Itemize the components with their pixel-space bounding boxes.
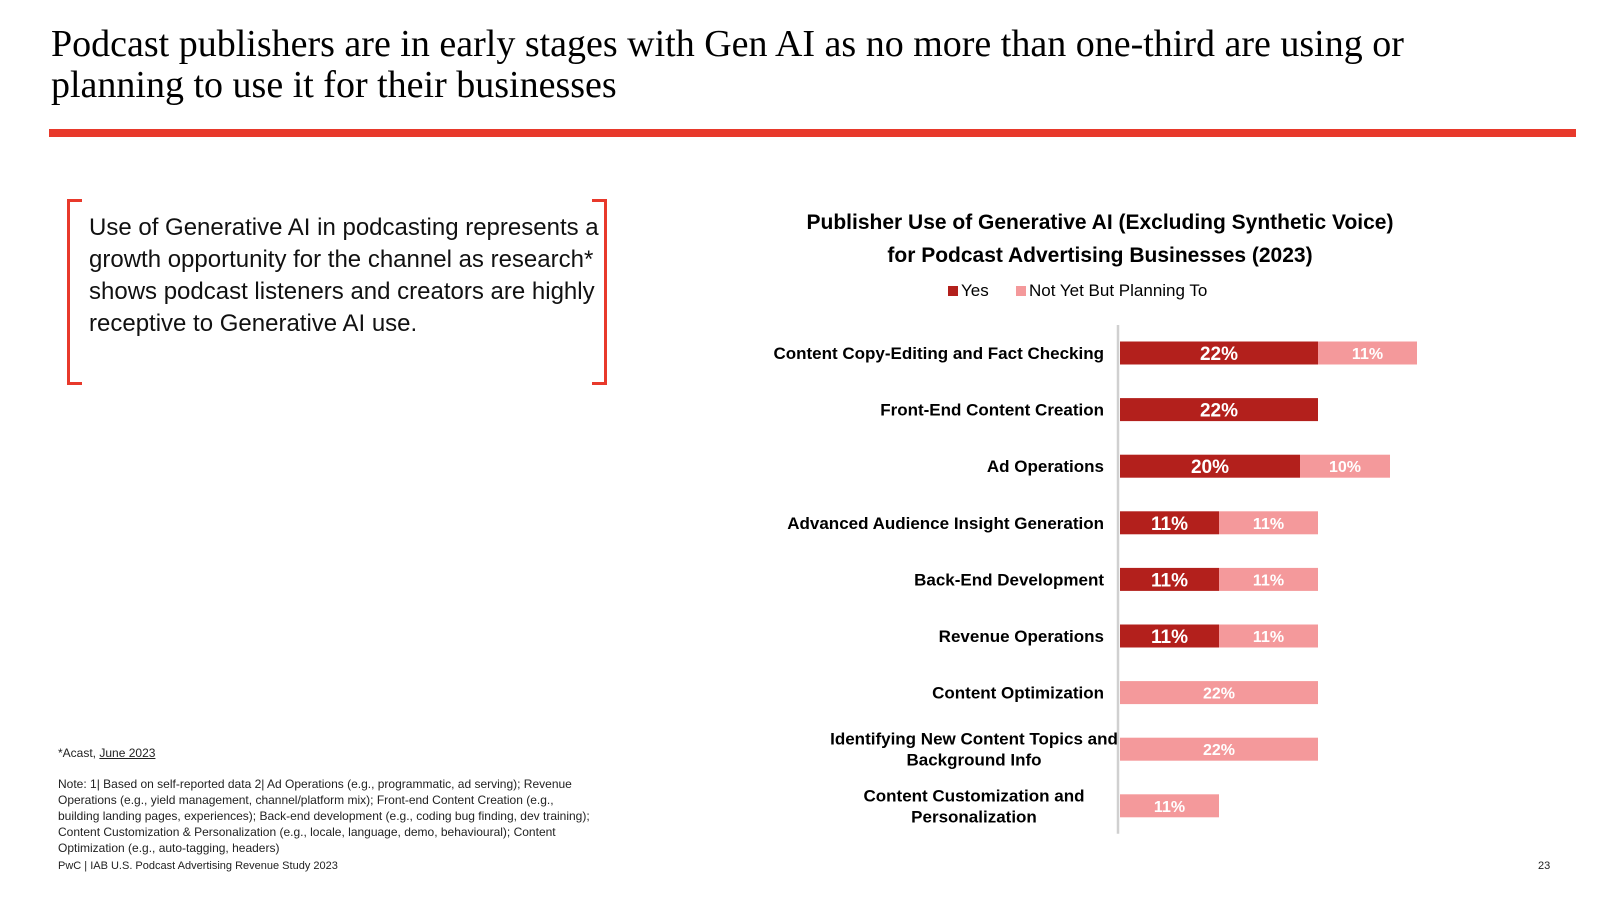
- bar-chart: Yes Not Yet But Planning To Content Copy-E…: [773, 281, 1417, 834]
- callout-text: Use of Generative AI in podcasting repre…: [89, 214, 599, 337]
- data-label-yes: 20%: [1191, 457, 1229, 478]
- data-label-planning: 11%: [1253, 629, 1284, 646]
- data-label-planning: 11%: [1253, 572, 1284, 589]
- category-label: Revenue Operations: [939, 627, 1104, 646]
- category-label: Content Optimization: [932, 684, 1104, 703]
- bar-planning: [1120, 737, 1318, 761]
- bar-yes: [1120, 341, 1318, 365]
- category-label: Back-End Development: [914, 570, 1104, 589]
- category-label: Content Copy-Editing and Fact Checking: [773, 344, 1104, 363]
- source-prefix: *Acast,: [58, 746, 100, 760]
- bar-yes: [1120, 624, 1219, 648]
- data-label-yes: 22%: [1200, 401, 1238, 422]
- data-label-planning: 22%: [1203, 742, 1235, 759]
- title-rule: [49, 129, 1576, 137]
- footnote-source: *Acast, June 2023: [58, 746, 155, 760]
- chart-title: Publisher Use of Generative AI (Excludin…: [720, 206, 1480, 272]
- bar-yes: [1120, 398, 1318, 422]
- bar-yes: [1120, 454, 1300, 478]
- legend-label-planning: Not Yet But Planning To: [1029, 281, 1207, 300]
- source-link[interactable]: June 2023: [99, 746, 156, 760]
- category-label: Personalization: [911, 807, 1037, 826]
- chart-title-line-2: for Podcast Advertising Businesses (2023…: [887, 244, 1313, 267]
- category-label: Advanced Audience Insight Generation: [787, 514, 1104, 533]
- callout-bracket-right: [592, 199, 607, 385]
- bar-planning: [1120, 794, 1219, 818]
- category-label: Background Info: [906, 751, 1041, 770]
- footer-text: PwC | IAB U.S. Podcast Advertising Reven…: [58, 860, 338, 872]
- slide-title: Podcast publishers are in early stages w…: [51, 23, 1404, 106]
- data-label-planning: 11%: [1352, 346, 1383, 363]
- category-label: Content Customization and: [864, 786, 1085, 805]
- bar-planning: [1120, 681, 1318, 705]
- bar-planning: [1219, 511, 1318, 535]
- callout-box: Use of Generative AI in podcasting repre…: [67, 199, 607, 385]
- category-label: Ad Operations: [987, 457, 1104, 476]
- footnote-note: Note: 1| Based on self-reported data 2| …: [58, 777, 590, 855]
- bar-planning: [1219, 624, 1318, 648]
- data-label-yes: 11%: [1151, 627, 1188, 648]
- bar-planning: [1318, 341, 1417, 365]
- category-label: Identifying New Content Topics and: [830, 730, 1118, 749]
- page-number: 23: [1538, 860, 1551, 872]
- data-label-planning: 22%: [1203, 686, 1235, 703]
- bar-planning: [1300, 454, 1390, 478]
- legend-swatch-planning: [1016, 286, 1026, 296]
- bar-yes: [1120, 511, 1219, 535]
- bar-planning: [1219, 567, 1318, 591]
- legend-swatch-yes: [948, 286, 958, 296]
- bar-yes: [1120, 567, 1219, 591]
- data-label-yes: 22%: [1200, 344, 1238, 365]
- data-label-yes: 11%: [1151, 570, 1188, 591]
- callout-bracket-left: [67, 199, 82, 385]
- data-label-planning: 11%: [1154, 799, 1185, 816]
- legend-label-yes: Yes: [961, 281, 989, 300]
- category-label: Front-End Content Creation: [880, 401, 1104, 420]
- data-label-planning: 11%: [1253, 516, 1284, 533]
- data-label-yes: 11%: [1151, 514, 1188, 535]
- data-label-planning: 10%: [1329, 459, 1361, 476]
- chart-title-line-1: Publisher Use of Generative AI (Excludin…: [806, 211, 1394, 234]
